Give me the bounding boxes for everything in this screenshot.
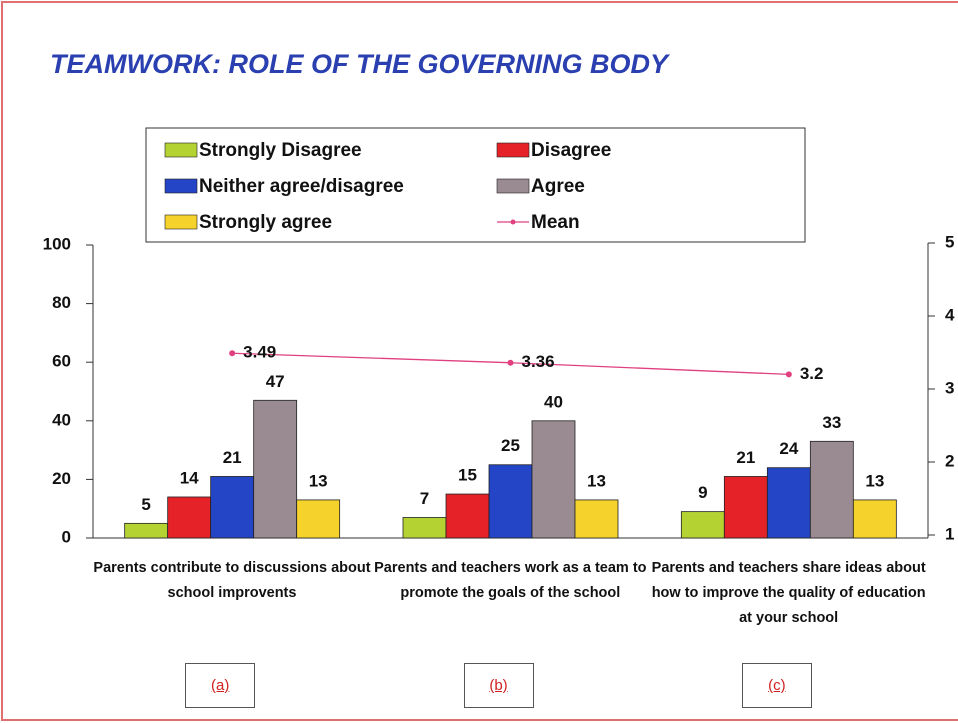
- legend-label: Mean: [531, 212, 580, 233]
- y2-tick-label: 4: [945, 305, 955, 324]
- bar: [210, 476, 255, 539]
- y-tick-label: 40: [52, 410, 71, 429]
- legend-label: Neither agree/disagree: [199, 176, 404, 197]
- legend-label: Disagree: [531, 140, 611, 161]
- data-label: 21: [223, 448, 242, 467]
- data-label: 5: [141, 495, 150, 514]
- bar: [253, 399, 298, 539]
- bar: [167, 496, 212, 539]
- data-label: 3.36: [522, 352, 555, 371]
- legend-swatch: [164, 142, 198, 158]
- y-tick-label: 60: [52, 352, 71, 371]
- x-tick-label: Parents and teachers share ideas about h…: [651, 560, 926, 626]
- bar: [531, 420, 576, 539]
- data-label: 9: [698, 483, 707, 502]
- bar: [574, 499, 619, 539]
- bar: [766, 467, 811, 539]
- bar: [488, 464, 533, 539]
- data-label: 40: [544, 392, 563, 411]
- bar: [723, 476, 768, 539]
- y-tick-label: 80: [52, 293, 71, 312]
- legend-label: Strongly agree: [199, 212, 332, 233]
- legend-swatch: [496, 178, 530, 194]
- y2-tick-label: 5: [945, 232, 954, 251]
- y2-tick-label: 3: [945, 378, 954, 397]
- legend-swatch: [510, 219, 516, 225]
- x-tick-label: Parents and teachers work as a team to p…: [374, 560, 647, 601]
- legend-label: Agree: [531, 176, 585, 197]
- bar: [680, 511, 725, 539]
- data-label: 3.2: [800, 364, 824, 383]
- annotation: (a): [185, 663, 256, 708]
- legend-swatch: [164, 178, 198, 194]
- y2-tick-label: 2: [945, 451, 954, 470]
- annotation: (c): [741, 663, 812, 708]
- line-marker: [229, 350, 236, 357]
- legend-swatch: [496, 142, 530, 158]
- bar: [809, 440, 854, 539]
- data-label: 15: [458, 466, 477, 485]
- data-label: 14: [180, 468, 199, 487]
- line-marker: [785, 371, 792, 378]
- bar: [445, 493, 490, 539]
- line-marker: [507, 359, 514, 366]
- legend-swatch: [164, 214, 198, 230]
- data-label: 3.49: [243, 343, 276, 362]
- data-label: 33: [822, 413, 841, 432]
- bar: [124, 522, 169, 539]
- y2-tick-label: 1: [945, 524, 954, 543]
- data-label: 47: [266, 372, 285, 391]
- chart-title: TEAMWORK: ROLE OF THE GOVERNING BODY: [50, 49, 671, 79]
- x-tick-label: Parents contribute to discussions about …: [93, 560, 371, 601]
- bar: [852, 499, 897, 539]
- data-label: 13: [587, 471, 606, 490]
- data-label: 25: [501, 436, 520, 455]
- data-label: 21: [736, 448, 755, 467]
- y-tick-label: 20: [52, 469, 71, 488]
- legend-box: [145, 127, 806, 243]
- data-label: 7: [420, 489, 429, 508]
- data-label: 13: [309, 471, 328, 490]
- data-label: 24: [779, 439, 798, 458]
- annotation: (b): [463, 663, 534, 708]
- legend-label: Strongly Disagree: [199, 140, 362, 161]
- y-tick-label: 0: [62, 527, 71, 546]
- bar: [402, 517, 447, 539]
- bar: [296, 499, 341, 539]
- y-tick-label: 100: [43, 234, 71, 253]
- data-label: 13: [865, 471, 884, 490]
